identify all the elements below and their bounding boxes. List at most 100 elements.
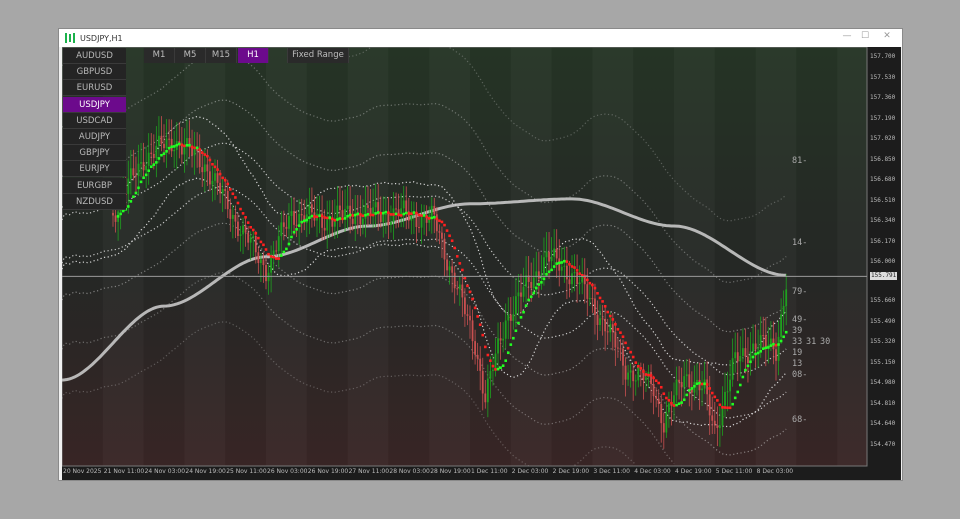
ma-dot [269, 255, 273, 258]
candle-body [537, 271, 540, 279]
ma-dot [698, 381, 701, 385]
ma-dot [634, 361, 638, 364]
candle-body [331, 219, 334, 227]
ma-dot [157, 157, 161, 160]
ma-dot [461, 268, 464, 272]
symbol-button-nzdusd[interactable]: NZDUSD [63, 193, 126, 210]
ma-dot [407, 212, 411, 215]
candle-body [543, 257, 545, 275]
timeframe-m1[interactable]: M1 [144, 48, 175, 63]
ma-dot [308, 216, 311, 220]
candle-body [114, 215, 117, 222]
symbol-button-eurusd[interactable]: EURUSD [63, 80, 126, 97]
minimize-button[interactable]: — [842, 31, 852, 41]
timeframe-h1[interactable]: H1 [238, 48, 269, 63]
candle-body [566, 265, 568, 280]
candle-body [158, 135, 160, 146]
symbol-button-usdjpy[interactable]: USDJPY [63, 96, 126, 113]
candle-body [198, 150, 201, 168]
candle-body [323, 227, 326, 231]
ma-dot [364, 213, 367, 217]
candle-body [634, 380, 637, 382]
ma-dot [522, 310, 525, 314]
maximize-button[interactable]: ☐ [860, 31, 870, 41]
candle-body [384, 214, 387, 216]
candle-body [571, 273, 573, 285]
fixed-range-button[interactable]: Fixed Range [287, 48, 349, 63]
candle-body [418, 226, 420, 228]
candle-body [599, 318, 601, 326]
ma-dot [254, 232, 258, 235]
candle-body [308, 204, 311, 215]
candle-body [400, 208, 403, 217]
candle-body [604, 318, 607, 332]
ma-dot [267, 252, 270, 256]
ma-dot [183, 144, 186, 148]
candle-body [142, 162, 145, 171]
candle-body [548, 251, 550, 262]
candle-body [267, 272, 270, 282]
symbol-button-audusd[interactable]: AUDUSD [63, 48, 126, 64]
candle-body [619, 348, 622, 350]
candle-body [642, 369, 645, 381]
level-label: 81- [792, 156, 808, 166]
ma-dot [739, 383, 742, 387]
ma-dot [680, 401, 683, 404]
ma-dot [226, 182, 230, 186]
ma-dot [208, 158, 212, 162]
price-chart[interactable]: AUDUSD GBPUSD EURUSD USDJPY USDCAD AUDJPY GBPJ… [62, 47, 901, 480]
symbol-button-gbpjpy[interactable]: GBPJPY [63, 145, 126, 162]
timeframe-m5[interactable]: M5 [175, 48, 206, 63]
candle-body [234, 214, 237, 222]
candle-body [173, 149, 176, 152]
level-label: 39 [792, 326, 803, 336]
candle-body [535, 271, 538, 278]
ma-dot [601, 300, 604, 303]
candle-body [145, 165, 148, 171]
candle-body [390, 222, 392, 226]
level-label: 13 [792, 359, 803, 369]
ma-dot [119, 212, 122, 216]
time-label: 20 Nov 2025 [63, 468, 102, 475]
candle-body [249, 237, 252, 243]
ma-dot [631, 355, 635, 359]
candle-body [239, 234, 242, 236]
session-band [307, 47, 348, 466]
symbol-button-usdcad[interactable]: USDCAD [63, 112, 126, 129]
candle-body [433, 205, 436, 215]
time-label: 27 Nov 11:00 [348, 468, 390, 475]
timeframe-m15[interactable]: M15 [206, 48, 237, 63]
price-label: 155.150 [870, 358, 896, 366]
ma-dot [774, 343, 778, 347]
ma-dot [272, 255, 275, 259]
envelope-line [62, 177, 787, 428]
candle-body [484, 393, 487, 403]
ma-dot [593, 286, 597, 290]
symbol-button-audjpy[interactable]: AUDJPY [63, 129, 126, 145]
ma-dot [489, 359, 492, 363]
close-button[interactable]: ✕ [883, 31, 891, 41]
ma-dot [690, 387, 694, 390]
symbol-button-gbpusd[interactable]: GBPUSD [63, 64, 126, 81]
ma-dot [471, 297, 474, 301]
symbol-button-eurgbp[interactable]: EURGBP [63, 177, 126, 194]
symbol-button-eurjpy[interactable]: EURJPY [63, 161, 126, 178]
ma-dot [494, 368, 497, 371]
candle-body [458, 284, 461, 290]
ma-dot [287, 242, 291, 246]
ma-dot [302, 219, 306, 223]
window-title: USDJPY,H1 [80, 33, 123, 43]
candle-body [379, 214, 382, 223]
ma-dot [422, 214, 426, 217]
chart-plot[interactable] [62, 47, 901, 480]
ma-dot [639, 367, 643, 370]
time-label: 2 Dec 19:00 [552, 468, 590, 475]
candle-body [517, 292, 520, 297]
ma-dot [705, 383, 709, 386]
candle-body [696, 379, 698, 382]
ma-dot [517, 321, 520, 325]
ma-dot [537, 283, 541, 286]
ma-dot [336, 218, 339, 221]
candle-body [767, 344, 770, 347]
ma-dot [274, 257, 278, 260]
